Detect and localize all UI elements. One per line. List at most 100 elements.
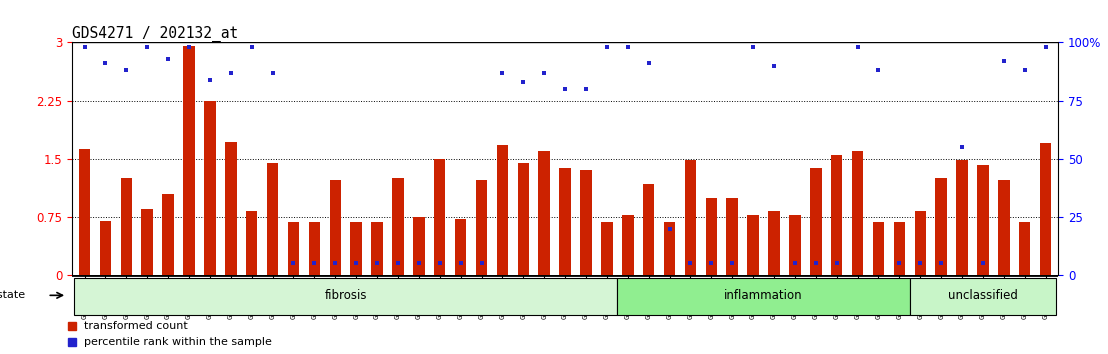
Point xyxy=(1037,44,1055,50)
Bar xyxy=(685,160,696,275)
Point xyxy=(160,56,177,62)
Bar xyxy=(998,181,1009,275)
Point xyxy=(974,261,992,266)
Point xyxy=(932,261,950,266)
Point xyxy=(117,68,135,73)
Point xyxy=(285,261,302,266)
Point xyxy=(410,261,428,266)
Point xyxy=(828,261,845,266)
Bar xyxy=(914,211,926,275)
Bar xyxy=(852,151,863,275)
Bar xyxy=(748,215,759,275)
Point xyxy=(222,70,239,75)
Point xyxy=(598,44,616,50)
Bar xyxy=(977,165,988,275)
Bar xyxy=(434,159,445,275)
Bar xyxy=(1040,143,1051,275)
Point xyxy=(870,68,888,73)
Bar xyxy=(142,209,153,275)
Bar xyxy=(935,178,947,275)
Point xyxy=(452,261,470,266)
Bar xyxy=(789,215,801,275)
Point xyxy=(306,261,324,266)
Point xyxy=(514,79,532,85)
Bar xyxy=(267,162,278,275)
Bar xyxy=(768,211,780,275)
Bar xyxy=(413,217,424,275)
Point xyxy=(138,44,156,50)
Bar xyxy=(455,219,466,275)
Bar xyxy=(873,222,884,275)
Point xyxy=(849,44,866,50)
Bar xyxy=(581,170,592,275)
Point xyxy=(181,44,198,50)
Bar xyxy=(831,155,842,275)
Point xyxy=(786,261,803,266)
Point xyxy=(389,261,407,266)
Point xyxy=(493,70,511,75)
Point xyxy=(535,70,553,75)
Point xyxy=(201,77,218,82)
Point xyxy=(431,261,449,266)
Bar xyxy=(79,149,90,275)
Bar xyxy=(350,222,362,275)
Bar xyxy=(517,162,529,275)
Point xyxy=(75,44,93,50)
FancyBboxPatch shape xyxy=(74,278,617,315)
Point xyxy=(556,86,574,92)
Bar xyxy=(602,222,613,275)
Point xyxy=(995,58,1013,64)
Point xyxy=(953,144,971,150)
Bar xyxy=(956,160,967,275)
Point xyxy=(807,261,824,266)
Point xyxy=(660,226,678,232)
Text: GDS4271 / 202132_at: GDS4271 / 202132_at xyxy=(72,26,238,42)
Point xyxy=(368,261,386,266)
Bar xyxy=(204,101,216,275)
Bar xyxy=(475,181,488,275)
Point xyxy=(473,261,491,266)
Bar xyxy=(664,222,675,275)
Bar xyxy=(225,142,236,275)
Point xyxy=(243,44,260,50)
Bar xyxy=(496,145,509,275)
Bar xyxy=(246,211,257,275)
Point xyxy=(891,261,909,266)
Point xyxy=(724,261,741,266)
Point xyxy=(347,261,365,266)
Bar xyxy=(643,184,655,275)
Bar xyxy=(706,198,717,275)
Bar xyxy=(121,178,132,275)
Text: percentile rank within the sample: percentile rank within the sample xyxy=(84,337,271,348)
Bar xyxy=(810,168,821,275)
Text: disease state: disease state xyxy=(0,290,24,300)
Bar xyxy=(392,178,403,275)
Point xyxy=(681,261,699,266)
Point xyxy=(702,261,720,266)
Bar xyxy=(163,194,174,275)
Bar xyxy=(288,222,299,275)
Point xyxy=(264,70,281,75)
Bar xyxy=(622,215,634,275)
Bar xyxy=(727,198,738,275)
Text: unclassified: unclassified xyxy=(948,289,1018,302)
Bar xyxy=(329,181,341,275)
Point xyxy=(96,61,114,66)
Bar xyxy=(1019,222,1030,275)
FancyBboxPatch shape xyxy=(910,278,1056,315)
Bar xyxy=(538,151,550,275)
FancyBboxPatch shape xyxy=(617,278,910,315)
Bar xyxy=(560,168,571,275)
Point xyxy=(1016,68,1034,73)
Bar xyxy=(309,222,320,275)
Text: transformed count: transformed count xyxy=(84,321,187,331)
Point xyxy=(327,261,345,266)
Point xyxy=(912,261,930,266)
Text: fibrosis: fibrosis xyxy=(325,289,367,302)
Point xyxy=(745,44,762,50)
Bar xyxy=(371,222,382,275)
Bar xyxy=(183,46,195,275)
Point xyxy=(639,61,657,66)
Bar xyxy=(100,221,111,275)
Point xyxy=(766,63,783,69)
